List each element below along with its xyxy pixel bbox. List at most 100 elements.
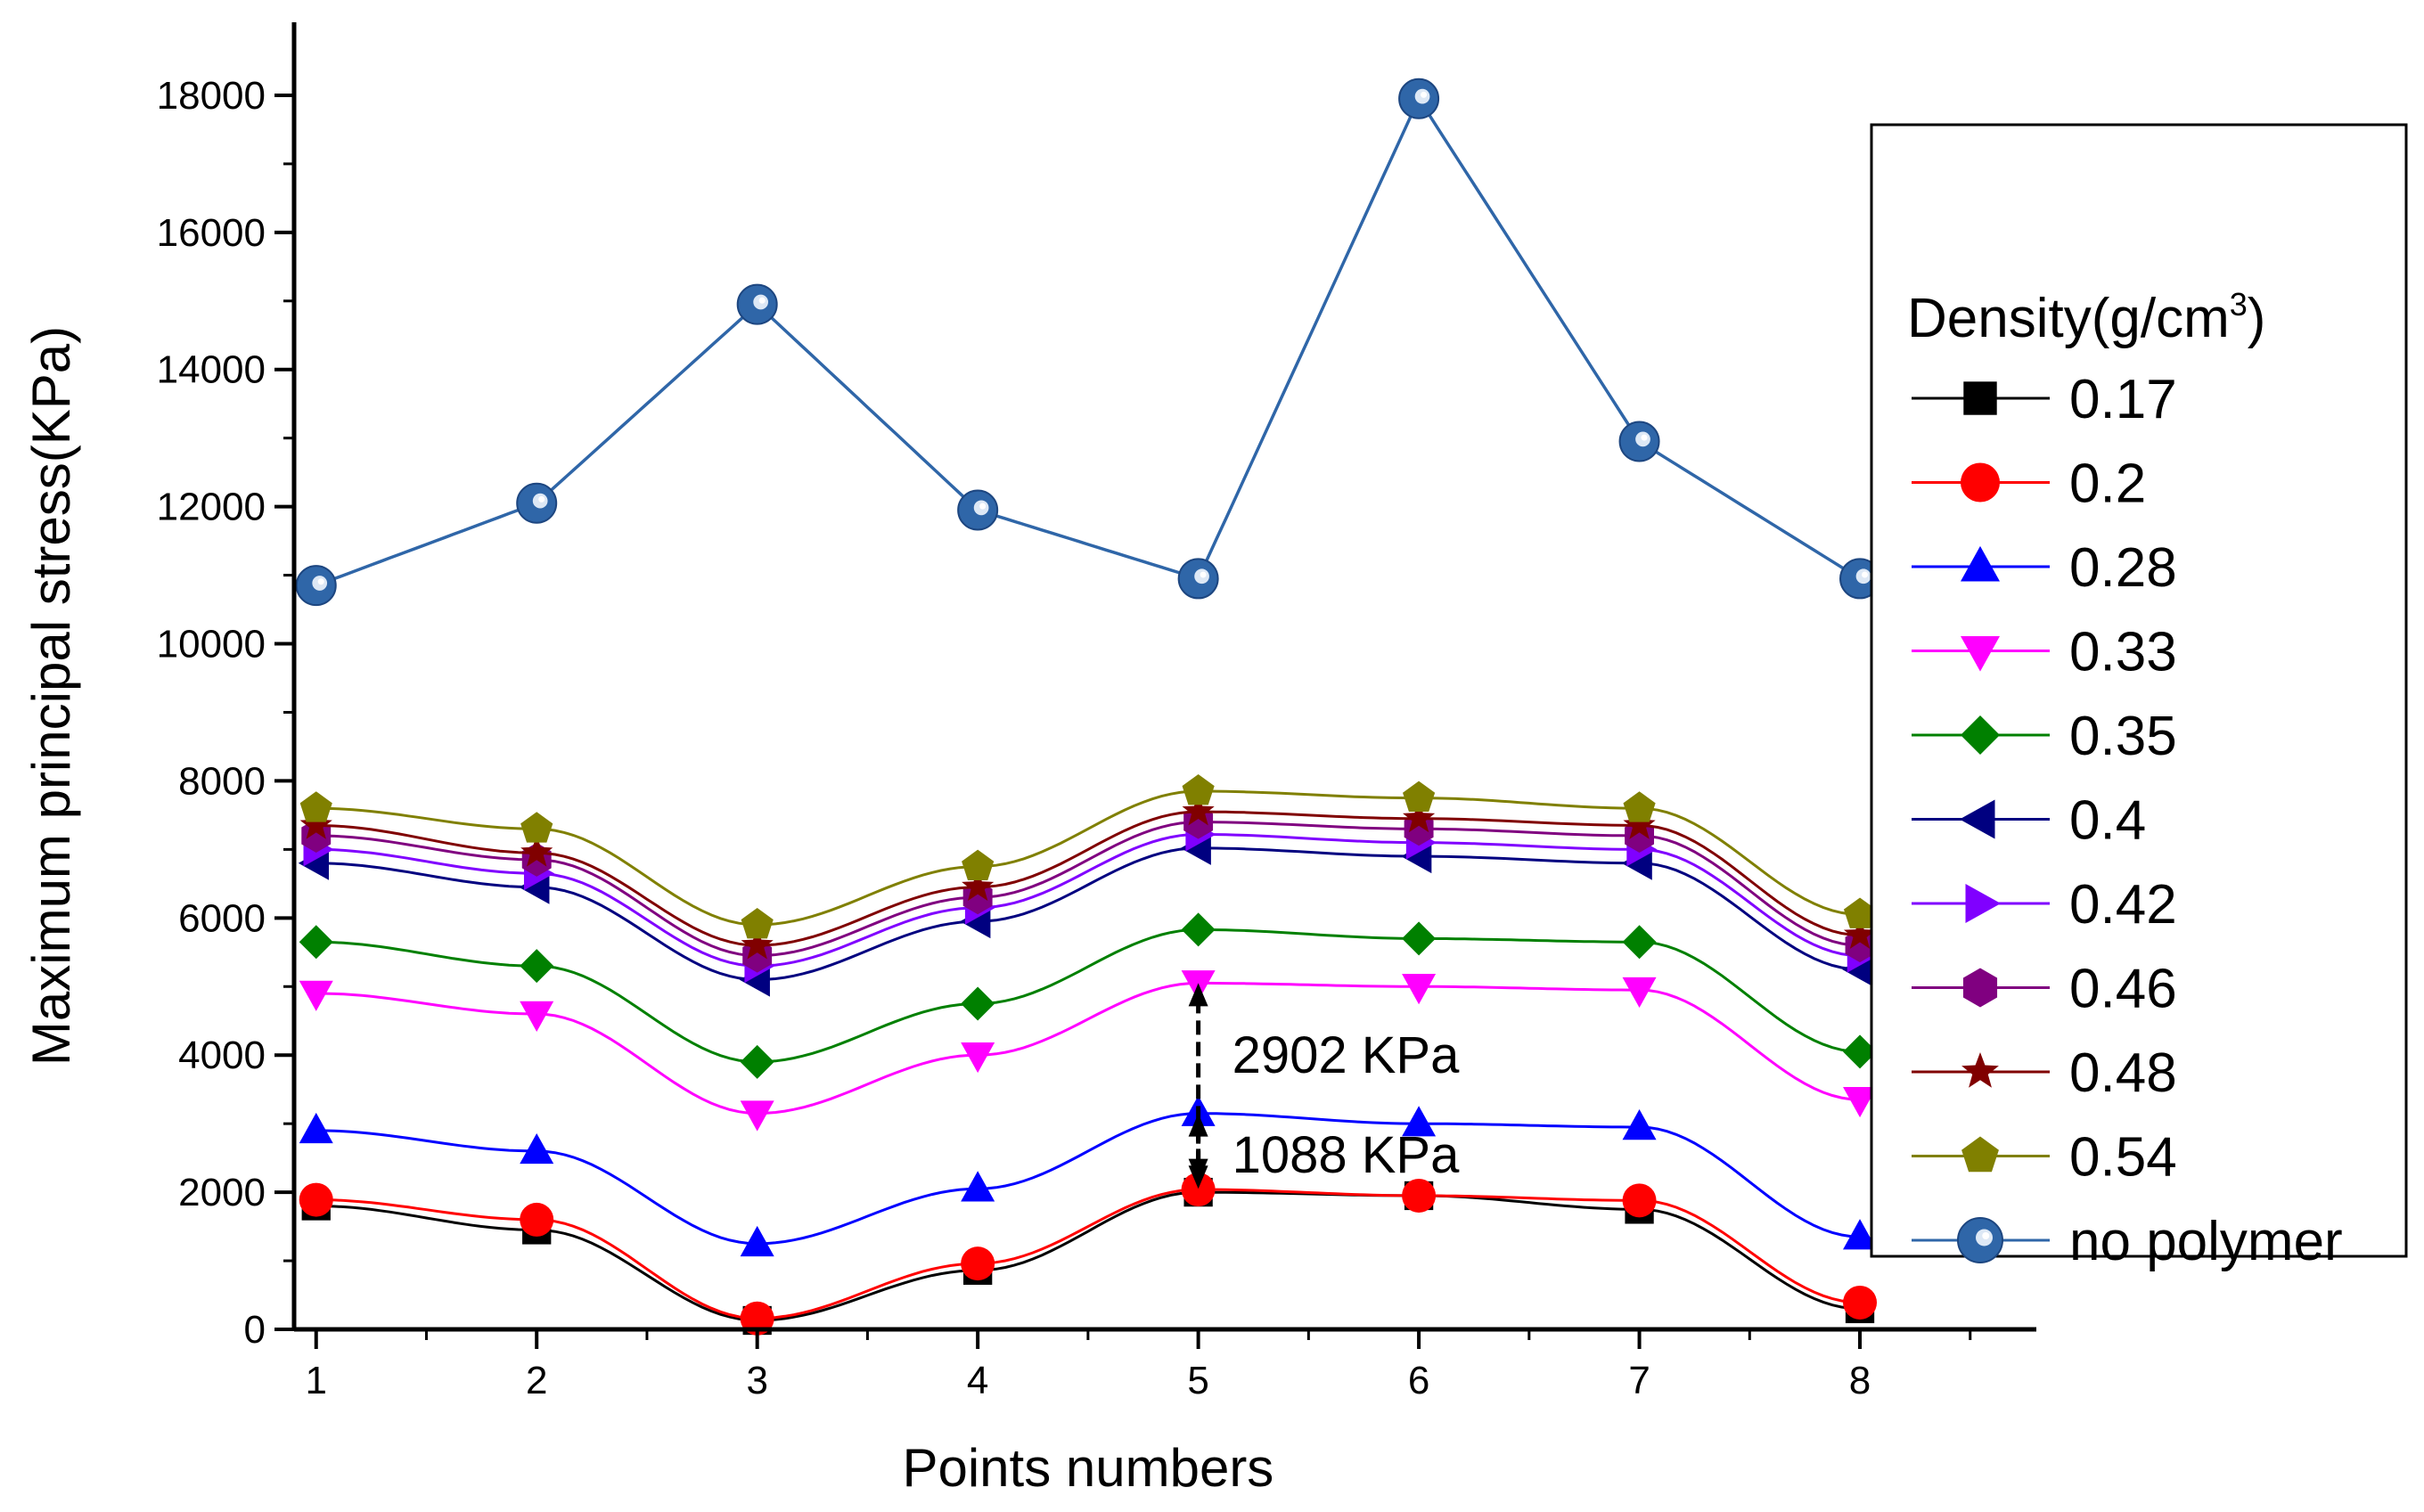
legend-label: 0.4 <box>2069 790 2146 852</box>
series-no-polymer <box>295 78 1881 607</box>
data-point <box>1181 1173 1216 1207</box>
data-point <box>1402 921 1437 956</box>
legend-swatch-marker <box>1963 381 1997 415</box>
series-line <box>315 821 1861 958</box>
data-point <box>299 925 333 960</box>
y-tick-label: 16000 <box>157 211 266 255</box>
data-point <box>299 980 333 1011</box>
data-point <box>1843 918 1877 949</box>
legend-swatch-marker <box>1961 636 2000 672</box>
data-point <box>516 482 558 524</box>
data-point <box>741 908 774 939</box>
data-point <box>1622 977 1657 1009</box>
data-point <box>1402 974 1437 1005</box>
series-line <box>315 1190 1861 1322</box>
data-point <box>1181 912 1216 947</box>
legend-swatch-marker <box>1965 884 2002 923</box>
data-point <box>741 928 774 960</box>
series-layer <box>295 78 1881 1336</box>
series-line <box>315 95 1861 587</box>
data-point <box>961 1246 995 1281</box>
x-tick-label: 1 <box>306 1359 327 1402</box>
data-point <box>1845 928 1875 963</box>
data-point <box>962 880 993 915</box>
data-point <box>299 1112 333 1144</box>
legend-label: 0.46 <box>2069 959 2177 1020</box>
x-tick-label: 4 <box>967 1359 988 1402</box>
legend-title: Density(g/cm3) <box>1907 286 2265 349</box>
data-point <box>736 283 778 325</box>
data-point <box>1402 1178 1437 1213</box>
legend-label: 0.54 <box>2069 1127 2177 1189</box>
annotation-arrowhead-up <box>1188 1113 1208 1137</box>
series-line <box>315 810 1861 947</box>
data-point <box>520 1132 554 1165</box>
legend-swatch-marker <box>1961 545 2000 582</box>
data-point <box>961 1042 995 1074</box>
annotation-2902-label: 2902 KPa <box>1232 1026 1461 1084</box>
legend-label: 0.42 <box>2069 874 2177 936</box>
data-point <box>299 808 332 839</box>
data-point <box>742 938 773 973</box>
series-0.46 <box>301 805 1875 973</box>
y-tick-label: 18000 <box>157 74 266 118</box>
legend-item-0.4: 0.4 <box>1912 790 2146 852</box>
legend-swatch-marker <box>1961 715 2000 755</box>
data-point <box>1177 558 1219 600</box>
data-point <box>740 1044 774 1079</box>
data-point <box>1622 925 1657 960</box>
legend-label: no polymer <box>2069 1211 2343 1272</box>
legend-label: 0.33 <box>2069 622 2177 683</box>
data-point <box>957 489 999 531</box>
x-tick-label: 2 <box>526 1359 547 1402</box>
data-point <box>301 818 332 853</box>
legend-item-0.33: 0.33 <box>1912 622 2177 683</box>
data-point <box>740 1100 774 1132</box>
legend-swatch-marker <box>1957 1217 2003 1263</box>
data-point <box>1623 791 1656 822</box>
legend-swatch-marker <box>1961 1136 1999 1173</box>
series-line <box>315 846 1861 982</box>
legend-item-0.2: 0.2 <box>1912 454 2146 515</box>
data-point <box>1403 801 1436 833</box>
annotation-arrowhead-up <box>1188 983 1208 1007</box>
legend-item-0.46: 0.46 <box>1912 959 2177 1020</box>
data-point <box>962 870 995 902</box>
data-point <box>1398 78 1440 119</box>
x-tick-label: 5 <box>1187 1359 1208 1402</box>
data-point <box>520 1202 554 1237</box>
annotation-layer: 2902 KPa 1088 KPa <box>1188 983 1461 1189</box>
annotation-arrowhead-down <box>1188 1165 1208 1189</box>
x-axis-title: Points numbers <box>902 1438 1273 1498</box>
data-point <box>1623 808 1656 839</box>
x-tick-label: 8 <box>1849 1359 1871 1402</box>
legend-label: 0.28 <box>2069 537 2177 599</box>
legend-swatch-marker <box>1961 462 2000 503</box>
data-point <box>520 812 553 843</box>
data-point <box>1182 795 1215 826</box>
series-line <box>315 1188 1861 1320</box>
legend-item-0.28: 0.28 <box>1912 537 2177 599</box>
series-0.48 <box>299 795 1877 960</box>
data-point <box>1843 1086 1878 1118</box>
axes-layer: 0 2000 4000 6000 8000 10000 12000 14000 16000 180… <box>157 22 2036 1402</box>
data-point <box>299 1182 333 1217</box>
data-point <box>740 1225 774 1257</box>
data-point <box>1404 812 1434 846</box>
legend-box <box>1870 123 2408 1258</box>
legend-label: 0.48 <box>2069 1042 2177 1104</box>
y-tick-label: 6000 <box>178 896 266 940</box>
legend-swatch-marker <box>1962 968 1998 1008</box>
data-point <box>295 565 337 607</box>
data-point <box>962 849 995 880</box>
series-line <box>315 1112 1861 1246</box>
legend-item-0.54: 0.54 <box>1912 1127 2177 1189</box>
data-point <box>1625 818 1655 853</box>
legend-item-0.17: 0.17 <box>1912 369 2177 430</box>
data-point <box>1618 421 1660 462</box>
data-point <box>1403 781 1436 813</box>
data-point <box>520 1001 554 1032</box>
data-point <box>1843 1285 1878 1320</box>
legend-item-no-polymer: no polymer <box>1912 1211 2343 1272</box>
data-point <box>1622 1183 1657 1218</box>
